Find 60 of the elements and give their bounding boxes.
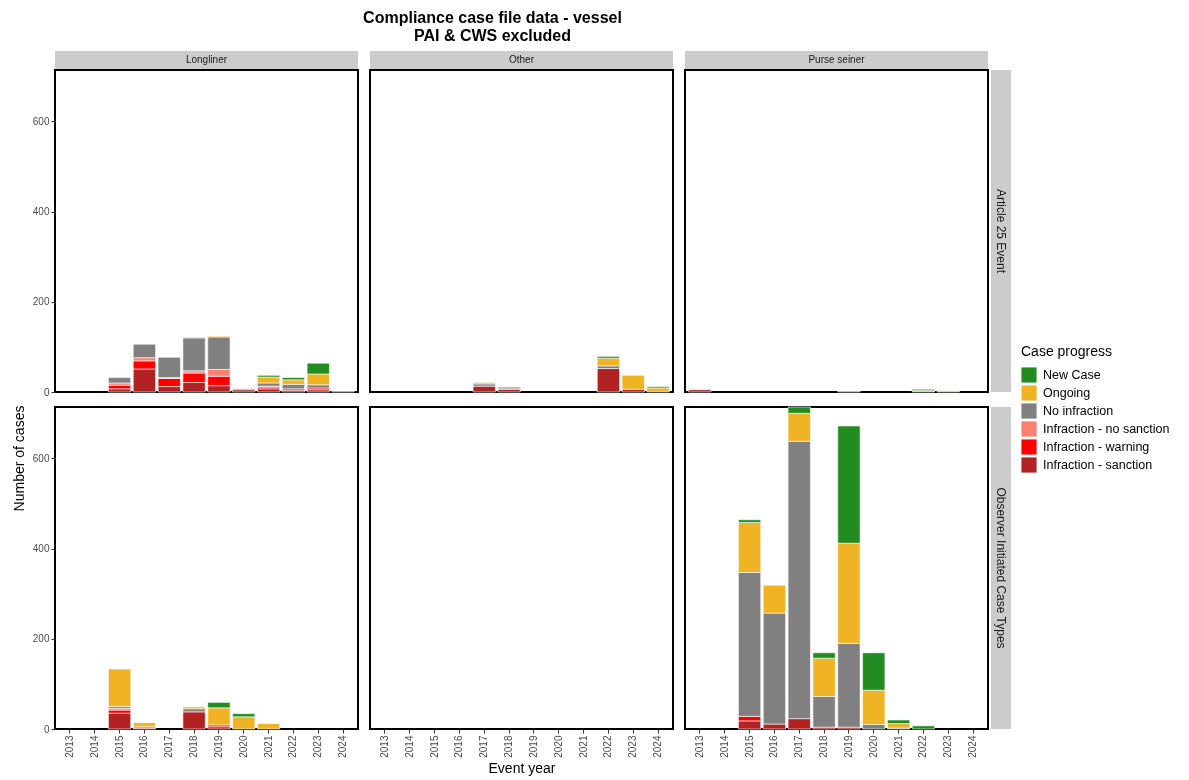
y-tick-label: 600 — [32, 115, 50, 127]
x-tick-label: 2020 — [867, 735, 879, 758]
x-tick-label: 2016 — [138, 735, 150, 758]
legend-label: Infraction - no sanction — [1043, 422, 1170, 436]
x-tick-label: 2017 — [163, 735, 175, 758]
x-tick-label: 2019 — [527, 735, 539, 758]
x-tick-label: 2013 — [378, 735, 390, 758]
y-tick-label: 400 — [32, 543, 50, 555]
text: PAI & CWS excluded — [413, 27, 572, 44]
x-tick-label: 2020 — [552, 735, 564, 758]
y2-axis-title: Article 25 Event — [994, 188, 1008, 274]
chart-title: Other — [508, 54, 535, 65]
legend-label: No infraction — [1043, 404, 1114, 418]
y-tick-label: 400 — [32, 206, 50, 218]
x-tick-label: 2016 — [768, 735, 780, 758]
legend-label: Infraction - sanction — [1043, 458, 1153, 472]
legend-label: Infraction - warning — [1043, 440, 1150, 454]
chart-title: Longliner — [185, 54, 228, 65]
x-tick-label: 2017 — [478, 735, 490, 758]
y-tick-label: 600 — [32, 452, 50, 464]
x-tick-label: 2014 — [403, 735, 415, 758]
x-tick-label: 2022 — [287, 735, 299, 758]
x-tick-label: 2021 — [577, 735, 589, 758]
x-tick-label: 2019 — [842, 735, 854, 758]
x-tick-label: 2014 — [718, 735, 730, 758]
legend-title: Case progress — [1021, 343, 1113, 359]
x-tick-label: 2022 — [917, 735, 929, 758]
x-tick-label: 2023 — [312, 735, 324, 758]
x-tick-label: 2021 — [262, 735, 274, 758]
x-axis-title: Event year — [488, 759, 556, 776]
chart-title: Purse seiner — [808, 54, 866, 65]
x-tick-label: 2022 — [602, 735, 614, 758]
y-tick-label: 0 — [43, 723, 50, 735]
text: Compliance case file data - vessel — [363, 9, 622, 26]
x-tick-label: 2017 — [793, 735, 805, 758]
x-tick-label: 2014 — [88, 735, 100, 758]
y-tick-label: 200 — [32, 296, 50, 308]
legend-label: New Case — [1043, 368, 1101, 382]
x-tick-label: 2018 — [188, 735, 200, 758]
x-tick-label: 2013 — [693, 735, 705, 758]
x-tick-label: 2018 — [818, 735, 830, 758]
x-tick-label: 2023 — [942, 735, 954, 758]
x-tick-label: 2013 — [63, 735, 75, 758]
x-tick-label: 2024 — [337, 735, 349, 758]
x-tick-label: 2015 — [743, 735, 755, 758]
x-tick-label: 2024 — [652, 735, 664, 758]
x-tick-label: 2021 — [892, 735, 904, 758]
legend-label: Ongoing — [1043, 386, 1091, 400]
x-tick-label: 2015 — [428, 735, 440, 758]
y-axis-title: Number of cases — [11, 405, 27, 512]
y-tick-label: 0 — [43, 386, 50, 398]
x-tick-label: 2016 — [453, 735, 465, 758]
x-tick-label: 2015 — [113, 735, 125, 758]
x-tick-label: 2020 — [237, 735, 249, 758]
x-tick-label: 2024 — [967, 735, 979, 758]
y2-axis-title: Observer Initiated Case Types — [994, 487, 1008, 649]
x-tick-label: 2019 — [212, 735, 224, 758]
x-tick-label: 2023 — [627, 735, 639, 758]
x-tick-label: 2018 — [503, 735, 515, 758]
y-tick-label: 200 — [32, 633, 50, 645]
